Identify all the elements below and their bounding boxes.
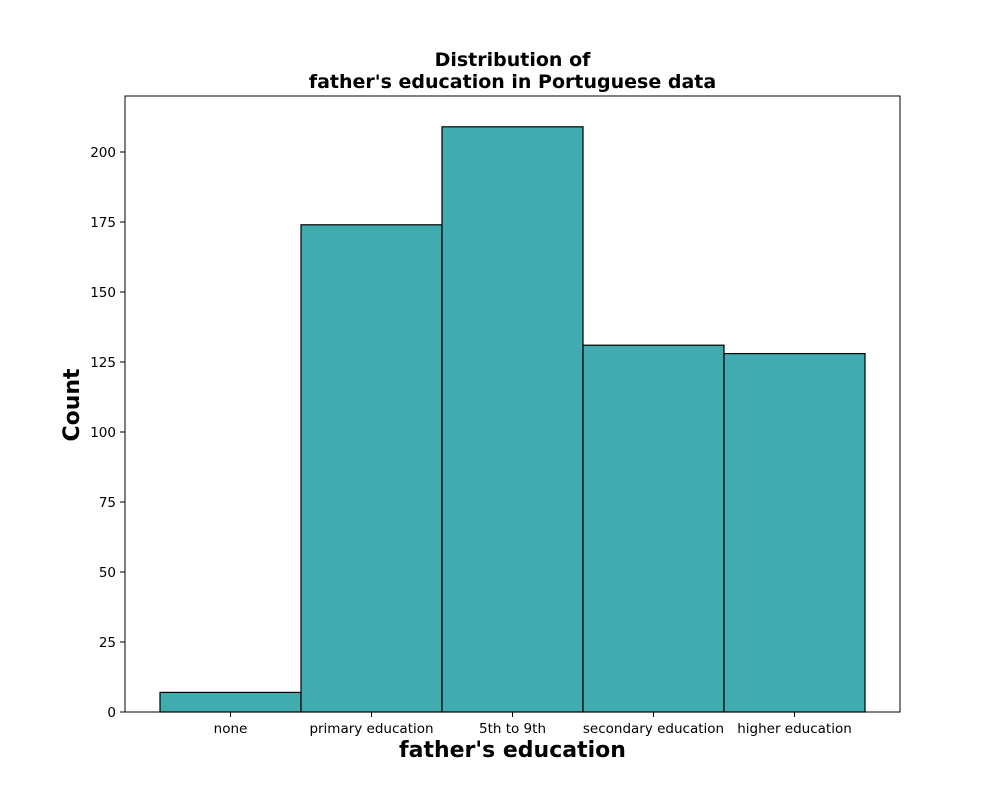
x-tick-label: primary education (309, 721, 433, 737)
y-tick-label: 75 (99, 495, 116, 511)
x-axis-ticks: none primary education 5th to 9th secondary… (214, 712, 852, 737)
x-tick-label: none (214, 721, 248, 737)
y-axis-label: Count (60, 368, 85, 442)
x-tick-label: secondary education (583, 721, 724, 737)
chart-title-line-1: Distribution of (435, 49, 592, 71)
bar-secondary-education (582, 344, 725, 713)
y-axis-ticks: 0 25 50 75 100 125 150 175 200 (90, 145, 125, 721)
x-tick-label: higher education (737, 721, 852, 737)
y-tick-label: 175 (90, 215, 116, 231)
y-tick-label: 125 (90, 355, 116, 371)
x-tick-label: 5th to 9th (479, 721, 546, 737)
y-tick-label: 100 (90, 425, 116, 441)
plot-frame (124, 95, 901, 713)
x-axis-label: father's education (399, 738, 626, 763)
bar-higher-education (723, 353, 866, 713)
bars-group (159, 126, 866, 713)
bar-5th-to-9th (441, 126, 584, 713)
y-tick-label: 200 (90, 145, 116, 161)
bar-primary-education (300, 224, 443, 713)
chart-title-line-2: father's education in Portuguese data (309, 71, 716, 93)
y-tick-label: 50 (99, 565, 116, 581)
bar-none (159, 691, 302, 713)
y-tick-label: 0 (107, 705, 116, 721)
y-tick-label: 150 (90, 285, 116, 301)
y-tick-label: 25 (99, 635, 116, 651)
